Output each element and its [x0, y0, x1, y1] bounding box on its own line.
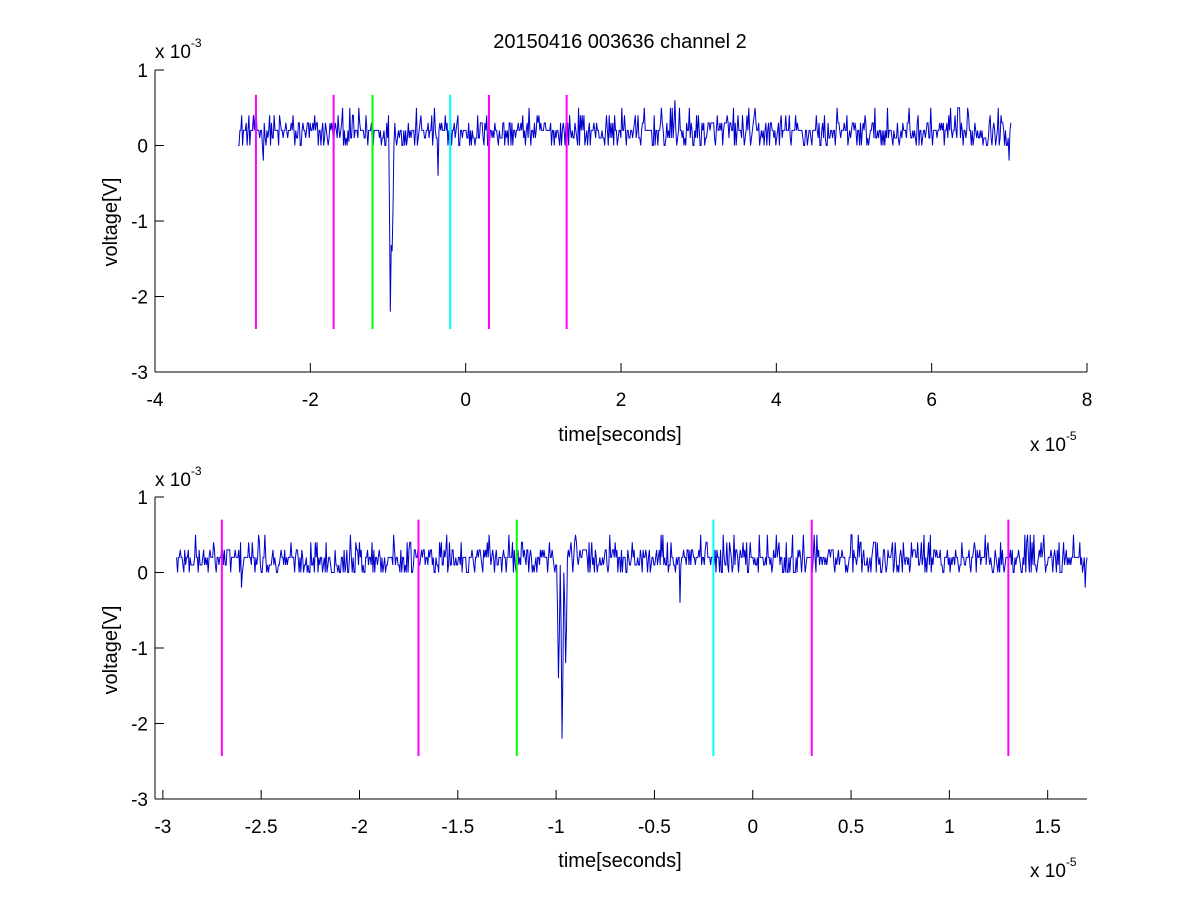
top-y-multiplier-exponent: -3 [191, 36, 202, 50]
bottom-x-multiplier: x 10-5 [1030, 855, 1077, 882]
top-y-tick-label: -1 [131, 212, 148, 233]
bottom-x-tick-label: 0.5 [838, 817, 864, 838]
bottom-y-axis-label: voltage[V] [100, 606, 122, 695]
bottom-x-tick-label: 1 [944, 817, 955, 838]
figure-title: 20150416 003636 channel 2 [493, 31, 747, 53]
top-x-tick-label: 0 [460, 390, 471, 411]
bottom-x-multiplier-base: x 10 [1030, 861, 1066, 882]
bottom-axes: -3 -2.5 -2 -1.5 -1 -0.5 0 0.5 1 1.5 -3 -2 -1 0 1 [131, 488, 1087, 838]
bottom-signal-trace [176, 534, 1088, 739]
bottom-x-tick-label: -3 [154, 817, 171, 838]
bottom-x-tick-label: -1.5 [441, 817, 474, 838]
top-y-multiplier: x 10-3 [155, 36, 202, 63]
bottom-x-tick-label: 1.5 [1034, 817, 1060, 838]
bottom-y-multiplier-exponent: -3 [191, 464, 202, 478]
bottom-y-multiplier-base: x 10 [155, 470, 191, 491]
top-y-tick-label: -3 [131, 363, 148, 384]
bottom-marker-lines [220, 519, 1010, 756]
bottom-y-multiplier: x 10-3 [155, 464, 202, 491]
top-x-tick-label: 2 [616, 390, 627, 411]
bottom-y-tick-label: -1 [131, 639, 148, 660]
top-x-tick-label: -4 [147, 390, 164, 411]
bottom-y-tick-label: -3 [131, 790, 148, 811]
top-x-multiplier: x 10-5 [1030, 429, 1077, 456]
bottom-signal-line [176, 534, 1088, 739]
bottom-x-tick-label: -2.5 [245, 817, 278, 838]
bottom-y-tick-label: 1 [137, 488, 148, 509]
bottom-x-tick-label: 0 [747, 817, 758, 838]
top-y-tick-label: 0 [137, 137, 148, 158]
top-x-tick-label: 6 [926, 390, 937, 411]
top-x-multiplier-base: x 10 [1030, 435, 1066, 456]
bottom-x-multiplier-exponent: -5 [1066, 855, 1077, 869]
bottom-y-tick-label: 0 [137, 564, 148, 585]
top-x-tick-label: -2 [302, 390, 319, 411]
top-panel: -4 -2 0 2 4 6 8 -3 -2 -1 0 1 time[seconds] voltage[… [100, 36, 1092, 456]
top-x-tick-label: 8 [1082, 390, 1093, 411]
bottom-y-tick-label: -2 [131, 715, 148, 736]
top-y-multiplier-base: x 10 [155, 42, 191, 63]
top-x-axis-label: time[seconds] [558, 424, 681, 446]
bottom-x-tick-label: -1 [548, 817, 565, 838]
top-x-tick-label: 4 [771, 390, 782, 411]
top-x-multiplier-exponent: -5 [1066, 429, 1077, 443]
top-axes: -4 -2 0 2 4 6 8 -3 -2 -1 0 1 [131, 61, 1092, 411]
bottom-x-tick-label: -2 [351, 817, 368, 838]
top-marker-lines [254, 94, 568, 329]
bottom-panel: -3 -2.5 -2 -1.5 -1 -0.5 0 0.5 1 1.5 -3 -2 -1 0 1 time[… [100, 464, 1088, 882]
top-y-axis-label: voltage[V] [100, 178, 122, 267]
top-y-tick-label: -2 [131, 288, 148, 309]
top-y-tick-label: 1 [137, 61, 148, 82]
bottom-x-axis-label: time[seconds] [558, 850, 681, 872]
bottom-x-tick-label: -0.5 [638, 817, 671, 838]
top-signal-line [238, 100, 1012, 312]
top-signal-trace [238, 100, 1012, 312]
